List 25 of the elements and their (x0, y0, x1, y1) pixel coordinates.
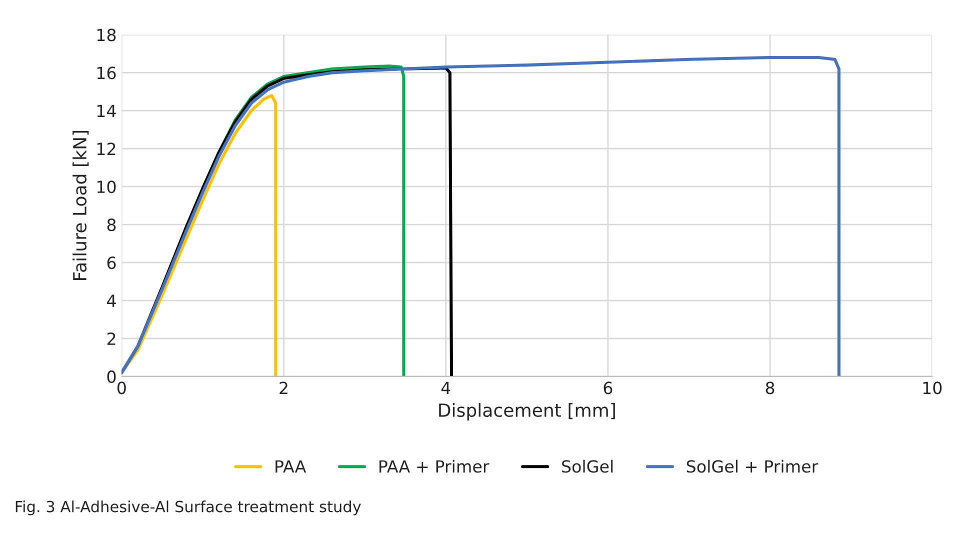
y-tick-label: 0 (107, 370, 116, 384)
x-tick-label: 6 (604, 382, 612, 394)
y-axis-title: Failure Load [kN] (72, 131, 89, 280)
x-tick-label: 8 (766, 382, 774, 394)
y-tick-label: 18 (97, 28, 116, 42)
line-series (122, 56, 840, 376)
legend-label: SolGel (562, 460, 613, 473)
y-tick-label: 10 (97, 180, 116, 194)
y-tick-label: 6 (107, 256, 116, 270)
y-tick-label: 4 (107, 294, 116, 307)
legend-label: PAA + Primer (380, 460, 490, 473)
x-tick-label: 2 (280, 382, 288, 394)
x-tick-label: 4 (441, 382, 450, 394)
x-tick-label: 10 (923, 382, 942, 394)
caption: Fig. 3 Al-Adhesive-Al Surface treatment study (16, 500, 361, 516)
y-tick-label: 16 (97, 66, 116, 80)
y-tick-label: 8 (107, 218, 116, 232)
y-tick-label: 2 (107, 332, 116, 345)
legend-label: PAA (276, 460, 306, 472)
y-tick-label: 12 (97, 142, 116, 155)
line-series (122, 94, 278, 376)
x-tick-label: 0 (117, 382, 126, 394)
x-axis-title: Displacement [mm] (439, 403, 615, 420)
legend-label: SolGel + Primer (686, 460, 818, 473)
y-tick-label: 14 (97, 104, 116, 117)
